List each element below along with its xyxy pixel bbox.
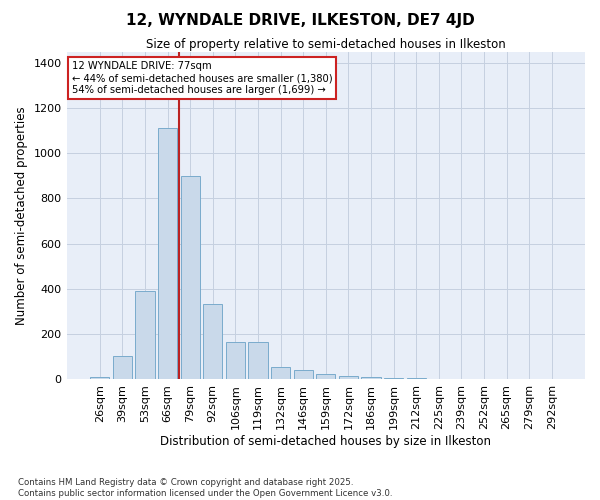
Text: 12, WYNDALE DRIVE, ILKESTON, DE7 4JD: 12, WYNDALE DRIVE, ILKESTON, DE7 4JD bbox=[125, 12, 475, 28]
Bar bbox=[407, 378, 426, 379]
Title: Size of property relative to semi-detached houses in Ilkeston: Size of property relative to semi-detach… bbox=[146, 38, 506, 51]
Bar bbox=[113, 356, 132, 379]
Bar bbox=[316, 374, 335, 379]
Bar bbox=[136, 291, 155, 379]
Bar bbox=[271, 366, 290, 379]
Bar bbox=[339, 376, 358, 379]
Bar bbox=[158, 128, 177, 379]
Bar bbox=[181, 176, 200, 379]
Text: Contains HM Land Registry data © Crown copyright and database right 2025.
Contai: Contains HM Land Registry data © Crown c… bbox=[18, 478, 392, 498]
Bar bbox=[361, 376, 380, 379]
Bar bbox=[248, 342, 268, 379]
X-axis label: Distribution of semi-detached houses by size in Ilkeston: Distribution of semi-detached houses by … bbox=[160, 434, 491, 448]
Bar bbox=[226, 342, 245, 379]
Bar bbox=[384, 378, 403, 379]
Bar bbox=[203, 304, 223, 379]
Text: 12 WYNDALE DRIVE: 77sqm
← 44% of semi-detached houses are smaller (1,380)
54% of: 12 WYNDALE DRIVE: 77sqm ← 44% of semi-de… bbox=[72, 62, 332, 94]
Y-axis label: Number of semi-detached properties: Number of semi-detached properties bbox=[15, 106, 28, 324]
Bar bbox=[293, 370, 313, 379]
Bar bbox=[90, 376, 109, 379]
